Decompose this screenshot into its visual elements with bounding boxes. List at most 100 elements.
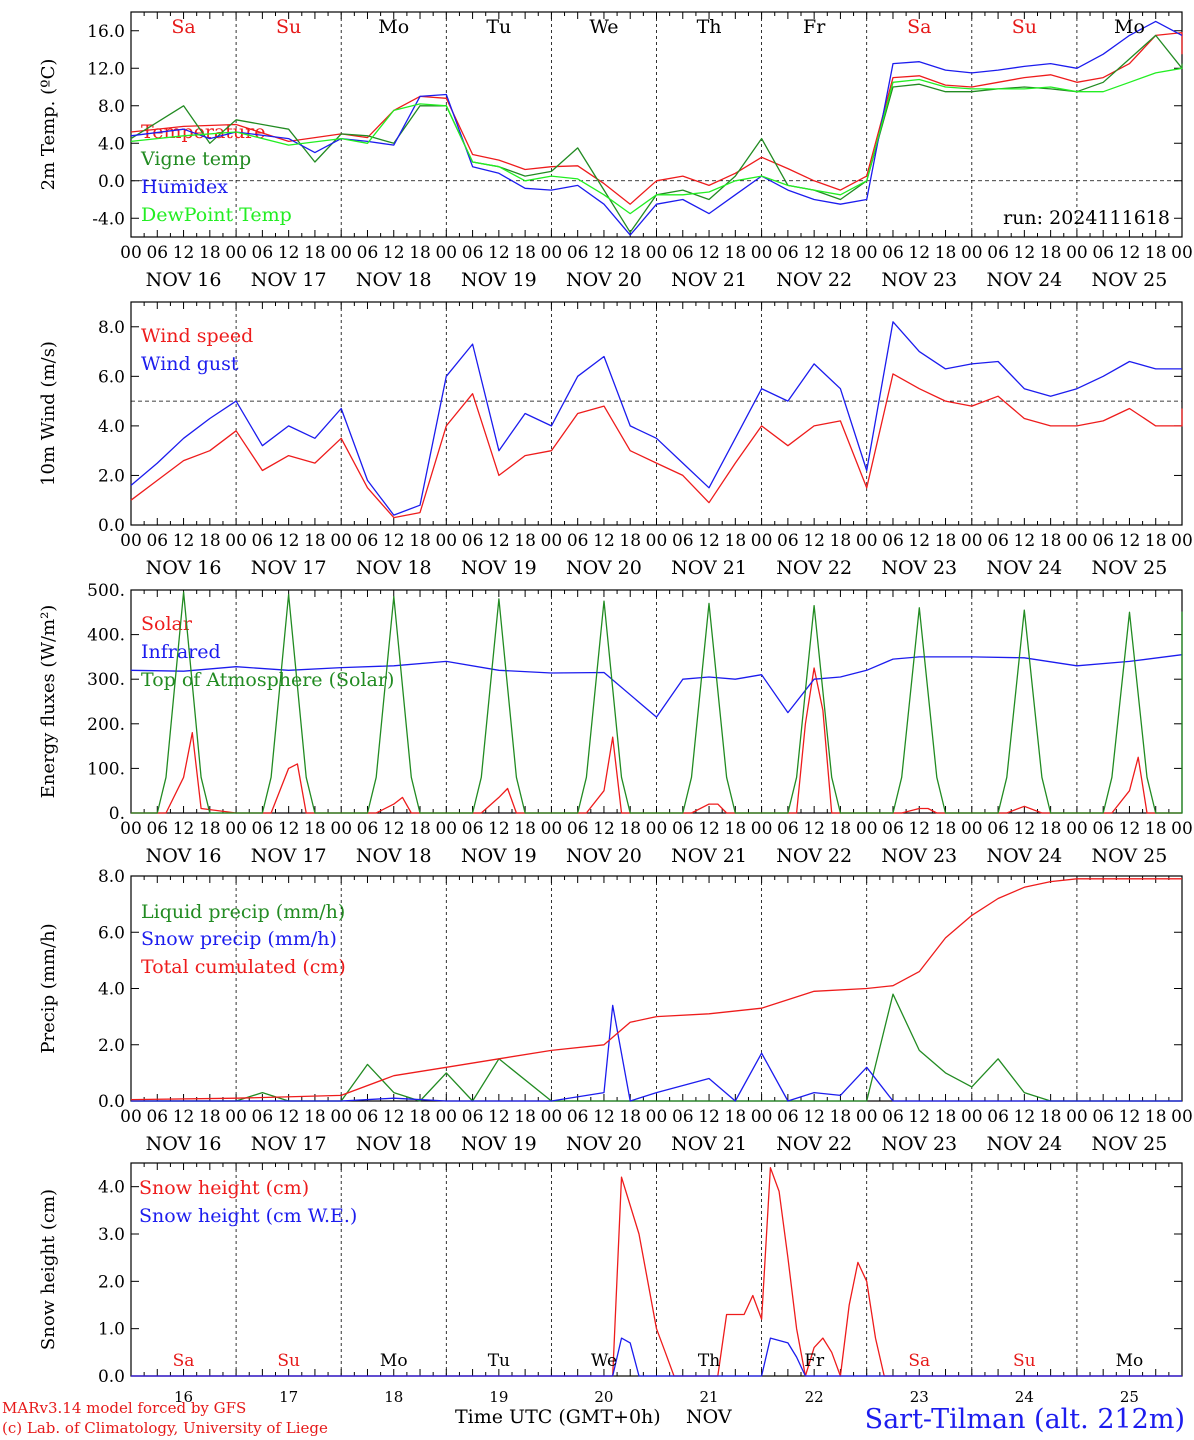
day-of-week-label: Fr [803, 16, 826, 38]
hour-tick-label: 00 [225, 819, 247, 839]
hour-tick-label: 18 [1040, 243, 1062, 263]
credit-line-2: (c) Lab. of Climatology, University of L… [2, 1419, 328, 1437]
date-label: NOV 19 [461, 557, 537, 579]
day-of-week-label: Mo [378, 16, 409, 38]
panel-5: 0.0 1.0 2.0 3.0 4.0 Snow height (cm) 16 17 18 19 2… [38, 1162, 1183, 1406]
day-of-week-label: Fr [804, 1351, 825, 1371]
day-of-week-label: Sa [171, 16, 195, 38]
hour-tick-label: 12 [383, 243, 405, 263]
hour-tick-label: 12 [1119, 243, 1141, 263]
plot-frame [130, 301, 1183, 526]
hour-tick-label: 06 [882, 243, 904, 263]
hour-tick-label: 00 [961, 243, 983, 263]
date-label: NOV 22 [776, 845, 852, 867]
day-number-label: 17 [279, 1388, 298, 1406]
hour-tick-label: 18 [1040, 819, 1062, 839]
hour-tick-label: 12 [488, 1107, 510, 1127]
hour-tick-label: 06 [146, 819, 168, 839]
hour-tick-label: 00 [751, 243, 773, 263]
hour-tick-label: 12 [908, 243, 930, 263]
day-number-label: 20 [594, 1388, 613, 1406]
hour-tick-label: 18 [1145, 531, 1167, 551]
hour-tick-label: 18 [830, 819, 852, 839]
hour-tick-label: 06 [357, 1107, 379, 1127]
date-label: NOV 19 [461, 269, 537, 291]
hour-tick-label: 00 [751, 1107, 773, 1127]
y-tick-label: 3.0 [98, 1225, 125, 1245]
hour-tick-label: 12 [1014, 243, 1036, 263]
hour-tick-label: 18 [199, 531, 221, 551]
hour-tick-label: 06 [462, 1107, 484, 1127]
hour-tick-label: 00 [751, 531, 773, 551]
hour-tick-label: 12 [1119, 819, 1141, 839]
legend-entry: Humidex [141, 176, 228, 198]
date-label: NOV 24 [986, 1133, 1062, 1155]
day-of-week-label: Mo [1114, 16, 1145, 38]
date-label: NOV 25 [1092, 845, 1168, 867]
hour-tick-label: 06 [252, 243, 274, 263]
hour-tick-label: 18 [409, 819, 431, 839]
hour-tick-label: 18 [619, 819, 641, 839]
y-tick-label: 200. [87, 715, 125, 735]
hour-tick-label: 00 [1171, 1107, 1193, 1127]
date-label: NOV 22 [776, 1133, 852, 1155]
hour-tick-label: 06 [1092, 243, 1114, 263]
date-label: NOV 20 [566, 557, 642, 579]
series-line-snow-height-cm- [131, 1167, 1182, 1377]
hour-tick-label: 12 [383, 531, 405, 551]
day-of-week-label: Sa [908, 1351, 930, 1371]
hour-tick-label: 12 [698, 819, 720, 839]
series-line-total-cumulated-cm- [130, 878, 1182, 1101]
hour-tick-label: 06 [567, 819, 589, 839]
day-number-label: 23 [910, 1388, 929, 1406]
hour-tick-label: 12 [173, 531, 195, 551]
hour-tick-label: 18 [935, 1107, 957, 1127]
date-label: NOV 16 [146, 845, 222, 867]
day-of-week-label: Su [277, 1351, 300, 1371]
day-of-week-label: We [589, 16, 618, 38]
hour-tick-label: 06 [1092, 1107, 1114, 1127]
hour-tick-label: 18 [1145, 1107, 1167, 1127]
series-line-top-of-atmosphere-solar- [131, 591, 1183, 814]
day-number-label: 19 [489, 1388, 508, 1406]
hour-tick-label: 12 [908, 819, 930, 839]
hour-tick-label: 18 [304, 531, 326, 551]
hour-tick-label: 06 [146, 1107, 168, 1127]
hour-tick-label: 00 [1171, 819, 1193, 839]
hour-tick-label: 06 [567, 1107, 589, 1127]
y-axis-label: Snow height (cm) [38, 1189, 59, 1350]
hour-tick-label: 06 [672, 531, 694, 551]
hour-tick-label: 06 [987, 243, 1009, 263]
day-of-week-label: Th [697, 16, 722, 38]
hour-tick-label: 06 [146, 243, 168, 263]
hour-tick-label: 00 [120, 819, 142, 839]
hour-tick-label: 06 [567, 531, 589, 551]
day-number-label: 21 [700, 1388, 719, 1406]
hour-tick-label: 00 [541, 819, 563, 839]
date-label: NOV 18 [356, 557, 432, 579]
panel-1: -4.00.04.08.012.016.02m Temp. (ºC)00 06 12… [38, 11, 1193, 291]
hour-tick-label: 18 [409, 531, 431, 551]
hour-tick-label: 18 [619, 531, 641, 551]
hour-tick-label: 00 [435, 531, 457, 551]
y-tick-label: 4.0 [98, 980, 125, 1000]
legend-entry: Wind speed [141, 325, 253, 347]
hour-tick-label: 00 [856, 819, 878, 839]
hour-tick-label: 00 [330, 243, 352, 263]
hour-tick-label: 12 [173, 1107, 195, 1127]
day-number-label: 25 [1120, 1388, 1139, 1406]
hour-tick-label: 06 [462, 819, 484, 839]
date-label: NOV 23 [881, 1133, 957, 1155]
hour-tick-label: 12 [1119, 531, 1141, 551]
day-of-week-label: Tu [486, 16, 511, 38]
hour-tick-label: 00 [1066, 819, 1088, 839]
day-of-week-label: Th [698, 1351, 720, 1371]
y-tick-label: 400. [87, 626, 125, 646]
legend-entry: Infrared [141, 641, 221, 663]
date-label: NOV 16 [146, 557, 222, 579]
hour-tick-label: 00 [1066, 1107, 1088, 1127]
hour-tick-label: 06 [146, 531, 168, 551]
hour-tick-label: 12 [383, 819, 405, 839]
y-tick-label: 0. [109, 804, 125, 824]
station-label: Sart-Tilman (alt. 212m) [865, 1404, 1185, 1435]
